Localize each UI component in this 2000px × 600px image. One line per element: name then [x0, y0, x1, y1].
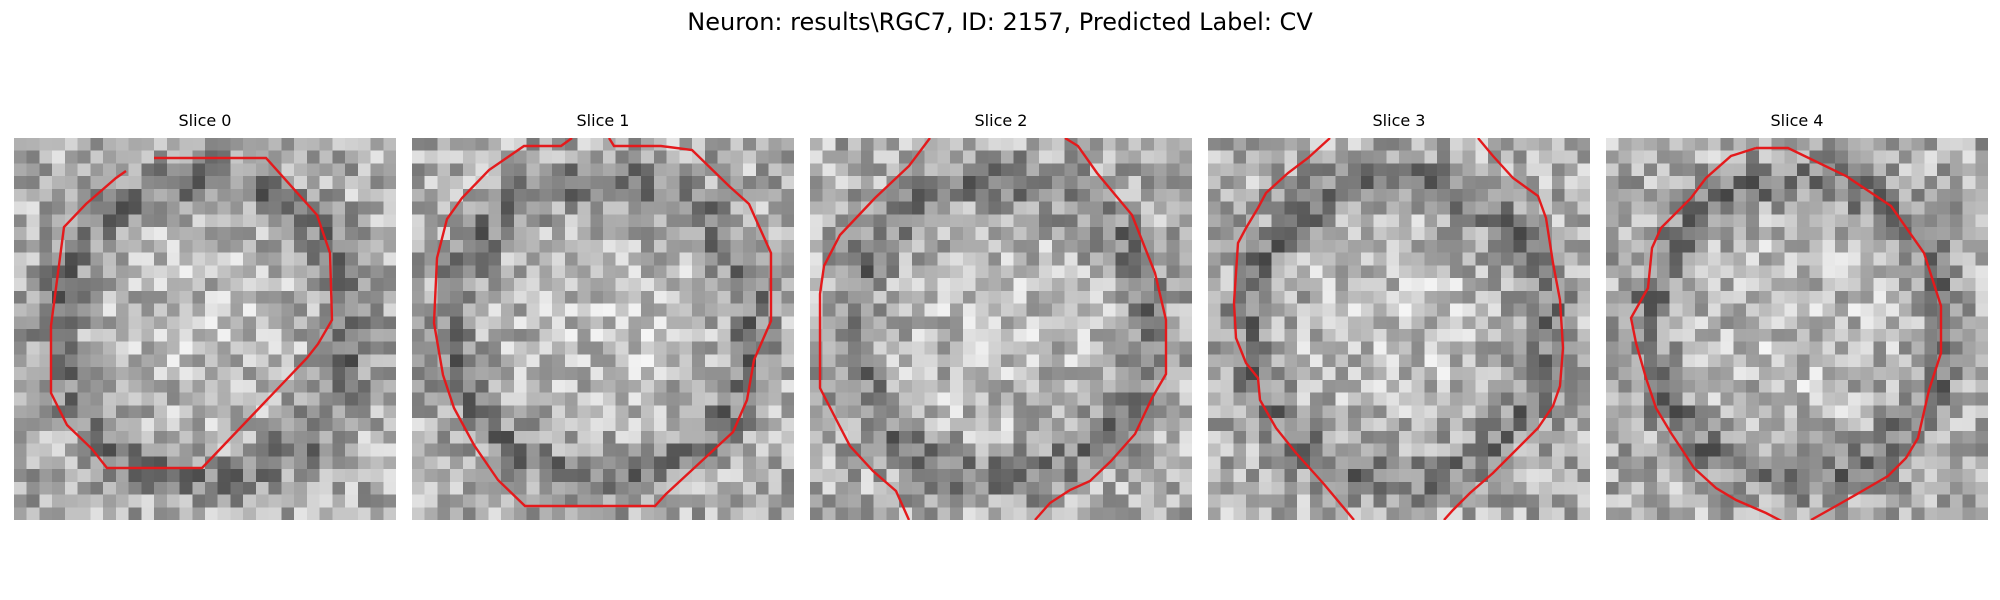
slice-image [1208, 138, 1590, 520]
grayscale-slice-canvas [1208, 138, 1590, 520]
cell-contour [432, 138, 773, 508]
cell-contour [1443, 138, 1565, 520]
cell-contour [1034, 138, 1168, 520]
slice-title: Slice 1 [576, 111, 630, 130]
slice-title: Slice 0 [178, 111, 232, 130]
contour-overlay [818, 138, 1168, 520]
figure-title: Neuron: results\RGC7, ID: 2157, Predicte… [687, 8, 1313, 36]
grayscale-slice-canvas [1606, 138, 1988, 520]
slice-panel-3: Slice 3 [1208, 110, 1590, 520]
slice-panel-1: Slice 1 [412, 110, 794, 520]
cell-contour [1232, 138, 1355, 520]
slice-image [14, 138, 396, 520]
cell-contour [818, 138, 931, 520]
cell-contour [1629, 146, 1783, 520]
contour-overlay [1232, 138, 1565, 520]
contour-overlay [432, 138, 773, 508]
cell-contour [1756, 146, 1943, 520]
contour-overlay [49, 156, 334, 470]
contour-overlay [1629, 146, 1943, 520]
slice-panel-2: Slice 2 [810, 110, 1192, 520]
slice-image [1606, 138, 1988, 520]
slice-title: Slice 2 [974, 111, 1028, 130]
slice-panel-0: Slice 0 [14, 110, 396, 520]
grayscale-slice-canvas [412, 138, 794, 520]
slice-image [412, 138, 794, 520]
slice-title: Slice 3 [1372, 111, 1426, 130]
cell-contour [49, 156, 334, 470]
grayscale-slice-canvas [810, 138, 1192, 520]
grayscale-slice-canvas [14, 138, 396, 520]
slice-title: Slice 4 [1770, 111, 1824, 130]
slice-image [810, 138, 1192, 520]
slice-panel-4: Slice 4 [1606, 110, 1988, 520]
